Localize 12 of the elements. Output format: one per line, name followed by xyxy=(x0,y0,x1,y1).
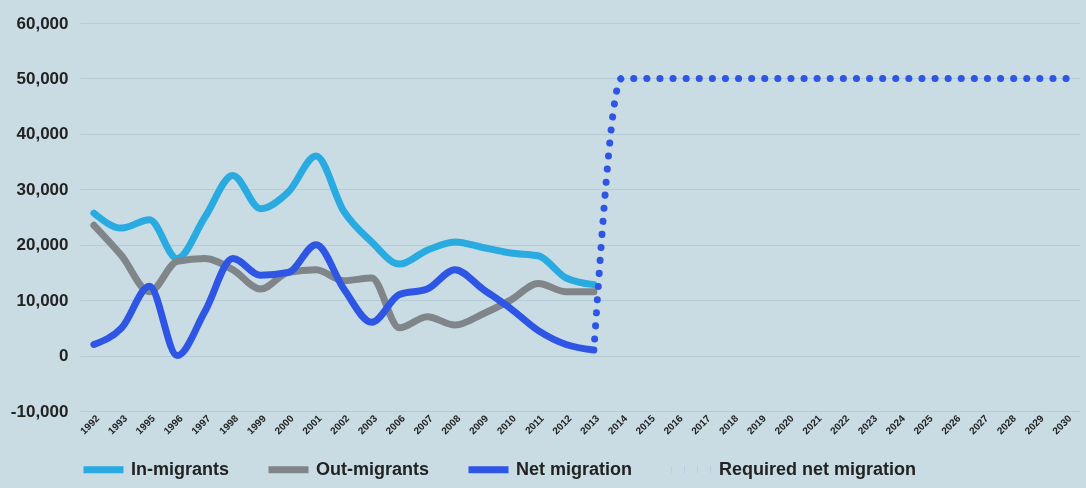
y-tick-label: 20,000 xyxy=(16,235,69,255)
legend-label: Net migration xyxy=(516,458,633,479)
y-tick-label: 10,000 xyxy=(16,290,69,310)
y-tick-label: 40,000 xyxy=(16,124,69,144)
legend-label: In-migrants xyxy=(131,458,230,479)
y-tick-label: 0 xyxy=(59,346,69,366)
y-tick-label: -10,000 xyxy=(10,401,69,421)
y-tick-label: 50,000 xyxy=(16,68,69,88)
y-tick-label: 30,000 xyxy=(16,179,69,199)
legend-label: Out-migrants xyxy=(316,458,430,479)
y-tick-label: 60,000 xyxy=(16,13,69,33)
legend-label: Required net migration xyxy=(719,458,917,479)
